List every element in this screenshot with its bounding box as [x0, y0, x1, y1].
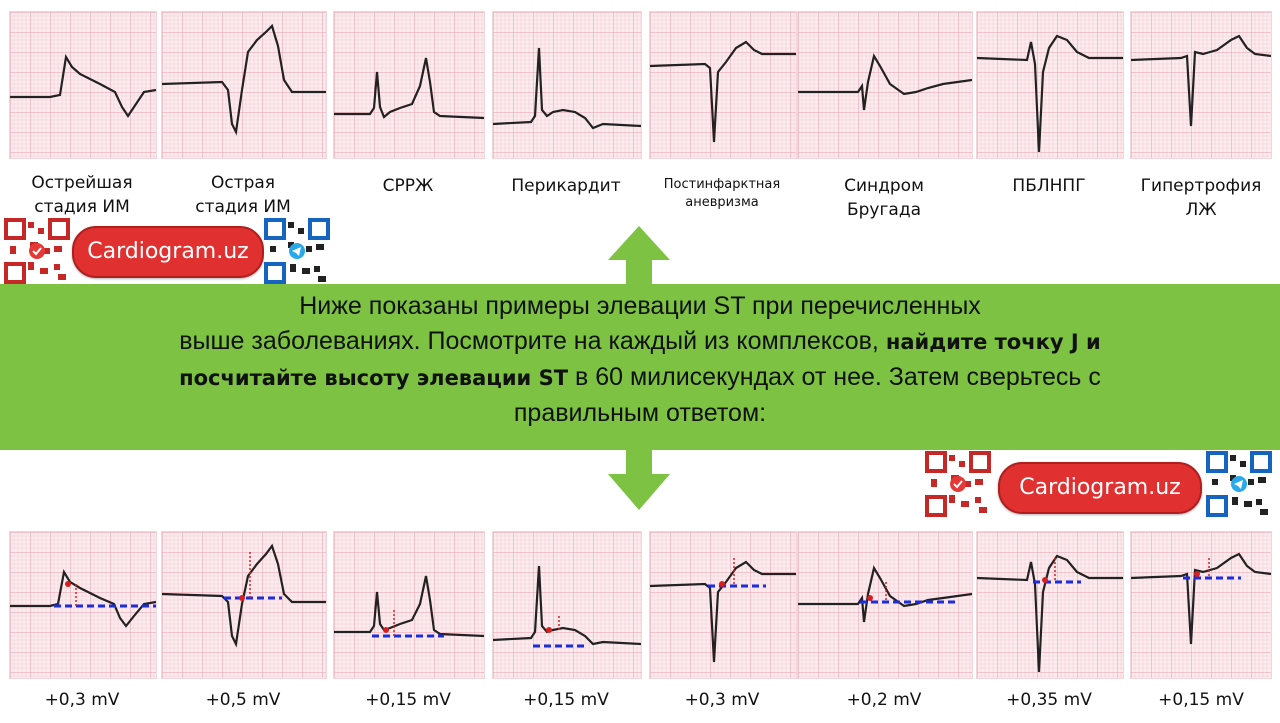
- ecg-panel-top-7: [976, 11, 1124, 159]
- ecg-panel-bottom-4: [492, 531, 642, 679]
- top-label-7: ПБЛНПГ: [1012, 176, 1086, 196]
- arrow-down-icon: [608, 446, 670, 510]
- ecg-panel-top-4: [492, 11, 642, 159]
- ecg-panel-top-5: [649, 11, 797, 159]
- ecg-panel-top-2: [161, 11, 327, 159]
- qr-code-icon: [4, 218, 70, 284]
- top-label-8: Гипертрофия ЛЖ: [1140, 176, 1262, 220]
- top-label-5: Постинфарктная аневризма: [663, 177, 781, 210]
- top-label-3: СРРЖ: [382, 176, 434, 196]
- brand-badge-2[interactable]: Cardiogram.uz: [998, 462, 1202, 514]
- answer-value-8: +0,15 mV: [1158, 690, 1244, 710]
- ecg-panel-bottom-6: [797, 531, 973, 679]
- answer-value-2: +0,5 mV: [205, 690, 281, 710]
- ecg-panel-bottom-5: [649, 531, 797, 679]
- qr-code-icon-2: [925, 451, 991, 517]
- ecg-panel-bottom-8: [1130, 531, 1272, 679]
- instruction-text: Ниже показаны примеры элевации ST при пе…: [179, 292, 1101, 427]
- top-label-1: Острейшая стадия ИМ: [31, 173, 133, 217]
- top-label-4: Перикардит: [511, 176, 621, 196]
- ecg-panel-top-8: [1130, 11, 1272, 159]
- answer-value-3: +0,15 mV: [365, 690, 451, 710]
- top-label-6: Синдром Бругада: [844, 176, 924, 220]
- telegram-qr-icon: [264, 218, 330, 284]
- ecg-panel-top-6: [797, 11, 973, 159]
- answer-value-1: +0,3 mV: [44, 690, 120, 710]
- brand-badge[interactable]: Cardiogram.uz: [72, 226, 264, 278]
- ecg-panel-bottom-3: [333, 531, 485, 679]
- ecg-panel-bottom-1: [9, 531, 157, 679]
- answer-value-7: +0,35 mV: [1006, 690, 1092, 710]
- ecg-panel-bottom-2: [161, 531, 327, 679]
- arrow-up-icon: [608, 226, 670, 288]
- top-label-2: Острая стадия ИМ: [195, 173, 291, 217]
- answer-value-6: +0,2 mV: [846, 690, 922, 710]
- instruction-banner: [0, 284, 1280, 450]
- answer-value-5: +0,3 mV: [684, 690, 760, 710]
- telegram-qr-icon-2: [1206, 451, 1272, 517]
- ecg-panel-top-1: [9, 11, 157, 159]
- ecg-panel-top-3: [333, 11, 485, 159]
- answer-value-4: +0,15 mV: [523, 690, 609, 710]
- ecg-panel-bottom-7: [976, 531, 1124, 679]
